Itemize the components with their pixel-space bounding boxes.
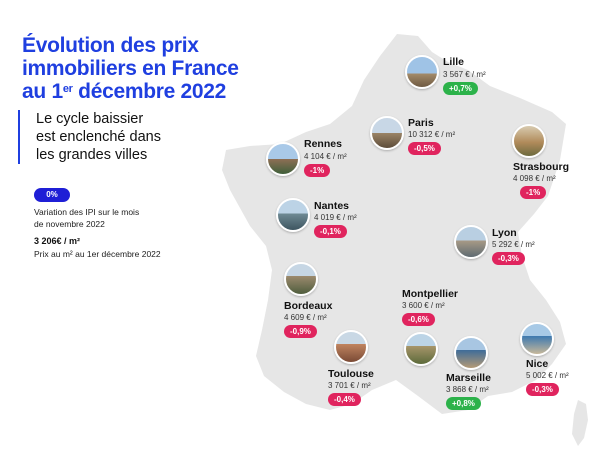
city-change-badge: -1% bbox=[304, 164, 331, 177]
title-line-3: au 1er décembre 2022 bbox=[22, 80, 227, 103]
city-price: 4 609 € / m² bbox=[284, 313, 327, 322]
city-name: Montpellier bbox=[402, 288, 459, 300]
paris-photo-icon bbox=[370, 116, 404, 150]
city-name: Lille bbox=[443, 56, 465, 68]
city-change-badge: -0,3% bbox=[526, 383, 559, 396]
city-change-badge: -1% bbox=[520, 186, 547, 199]
legend-price-desc: Prix au m² au 1er décembre 2022 bbox=[34, 249, 161, 259]
subtitle-line-3: les grandes villes bbox=[36, 147, 148, 163]
lyon-photo-icon bbox=[454, 225, 488, 259]
city-price: 4 019 € / m² bbox=[314, 213, 357, 222]
rennes-photo-icon bbox=[266, 142, 300, 176]
subtitle-line-2: est enclenché dans bbox=[36, 129, 161, 145]
city-change-badge: -0,6% bbox=[402, 313, 435, 326]
legend-price: 3 206€ / m² bbox=[34, 236, 81, 246]
city-name: Nice bbox=[526, 358, 549, 370]
page-title: Évolution des prix immobiliers en France… bbox=[22, 34, 262, 103]
city-price: 3 600 € / m² bbox=[402, 301, 445, 310]
city-change-badge: -0,1% bbox=[314, 225, 347, 238]
bordeaux-photo-icon bbox=[284, 262, 318, 296]
france-outline bbox=[222, 34, 566, 414]
city-price: 5 292 € / m² bbox=[492, 240, 535, 249]
city-name: Toulouse bbox=[328, 368, 374, 380]
nantes-photo-icon bbox=[276, 198, 310, 232]
city-price: 4 104 € / m² bbox=[304, 152, 347, 161]
marseille-photo-icon bbox=[454, 336, 488, 370]
city-change-badge: -0,3% bbox=[492, 252, 525, 265]
subtitle: Le cycle baissier est enclenché dans les… bbox=[18, 110, 188, 164]
subtitle-line-1: Le cycle baissier bbox=[36, 111, 144, 127]
city-change-badge: +0,7% bbox=[443, 82, 478, 95]
city-name: Strasbourg bbox=[513, 161, 570, 173]
legend-badge: 0% bbox=[34, 188, 70, 202]
lille-photo-icon bbox=[405, 55, 439, 89]
city-name: Nantes bbox=[314, 200, 350, 212]
city-price: 10 312 € / m² bbox=[408, 130, 456, 139]
city-name: Marseille bbox=[446, 372, 491, 384]
toulouse-photo-icon bbox=[334, 330, 368, 364]
corsica bbox=[572, 400, 588, 446]
city-change-badge: -0,4% bbox=[328, 393, 361, 406]
strasbourg-photo-icon bbox=[512, 124, 546, 158]
city-price: 3 567 € / m² bbox=[443, 70, 486, 79]
montpellier-photo-icon bbox=[404, 332, 438, 366]
title-line-2: immobiliers en France bbox=[22, 57, 239, 80]
city-name: Bordeaux bbox=[284, 300, 333, 312]
city-name: Paris bbox=[408, 117, 434, 129]
city-change-badge: -0,5% bbox=[408, 142, 441, 155]
legend-variation-text: Variation des IPI sur le mois de novembr… bbox=[34, 207, 140, 229]
city-price: 3 701 € / m² bbox=[328, 381, 371, 390]
title-line-1: Évolution des prix bbox=[22, 34, 199, 57]
city-name: Rennes bbox=[304, 138, 342, 150]
city-name: Lyon bbox=[492, 227, 517, 239]
city-price: 5 002 € / m² bbox=[526, 371, 569, 380]
city-change-badge: -0,9% bbox=[284, 325, 317, 338]
city-price: 4 098 € / m² bbox=[513, 174, 556, 183]
city-change-badge: +0,8% bbox=[446, 397, 481, 410]
nice-photo-icon bbox=[520, 322, 554, 356]
city-price: 3 868 € / m² bbox=[446, 385, 489, 394]
